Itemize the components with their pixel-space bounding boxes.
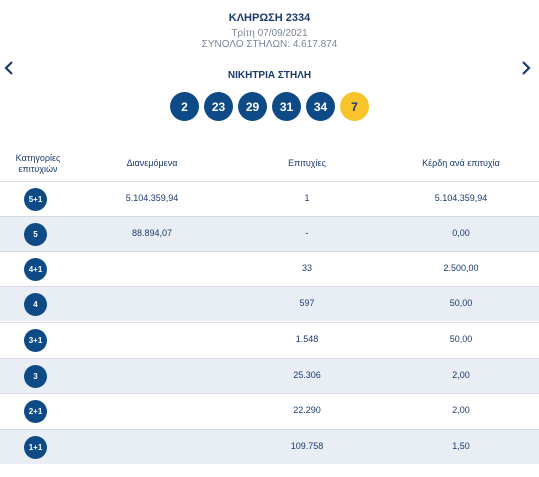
draw-title: ΚΛΗΡΩΣΗ 2334: [228, 12, 311, 24]
header-category: Κατηγορίες επιτυχιών: [15, 153, 61, 174]
prize-cell: 50,00: [449, 334, 473, 344]
chevron-left-icon: [4, 61, 13, 75]
table-row: 5+1 5.104.359,94 1 5.104.359,94: [0, 181, 539, 216]
header-winners: Επιτυχίες: [288, 158, 326, 168]
previous-draw-button[interactable]: [2, 58, 18, 78]
category-badge: 3+1: [24, 329, 47, 352]
ball-4: 31: [272, 92, 301, 121]
prize-cell: 1,50: [452, 441, 470, 451]
ball-3: 29: [238, 92, 267, 121]
table-row: 1+1 109.758 1,50: [0, 429, 539, 464]
chevron-right-icon: [522, 61, 531, 75]
winners-cell: 22.290: [293, 405, 321, 415]
ball-2: 23: [204, 92, 233, 121]
ball-1: 2: [170, 92, 199, 121]
winning-numbers: 2 23 29 31 34 7: [170, 92, 369, 124]
prize-cell: 5.104.359,94: [434, 193, 488, 203]
winning-column-title: ΝΙΚΗΤΡΙΑ ΣΤΗΛΗ: [227, 70, 312, 81]
category-badge: 4: [24, 293, 47, 316]
table-row: 4 597 50,00: [0, 286, 539, 321]
table-header: Κατηγορίες επιτυχιών Διανεμόμενα Επιτυχί…: [0, 151, 539, 181]
table-row: 4+1 33 2.500,00: [0, 251, 539, 286]
category-badge: 5+1: [24, 188, 47, 211]
header-distributed: Διανεμόμενα: [126, 158, 178, 168]
category-badge: 4+1: [24, 258, 47, 281]
next-draw-button[interactable]: [518, 58, 534, 78]
header-prize: Κέρδη ανά επιτυχία: [422, 158, 500, 168]
category-badge: 3: [24, 365, 47, 388]
winners-cell: 1.548: [295, 334, 319, 344]
prize-cell: 2.500,00: [443, 263, 479, 273]
prize-cell: 50,00: [449, 298, 473, 308]
prize-cell: 2,00: [452, 370, 470, 380]
category-badge: 2+1: [24, 400, 47, 423]
prize-cell: 0,00: [452, 228, 470, 238]
table-row: 2+1 22.290 2,00: [0, 393, 539, 428]
category-badge: 5: [24, 223, 47, 246]
draw-date: Τρίτη 07/09/2021: [231, 28, 308, 39]
winners-cell: 1: [304, 193, 310, 203]
table-row: 3+1 1.548 50,00: [0, 322, 539, 357]
total-columns: ΣΥΝΟΛΟ ΣΤΗΛΩΝ: 4.617.874: [201, 39, 338, 50]
table-row: 3 25.306 2,00: [0, 358, 539, 393]
distributed-cell: 5.104.359,94: [125, 193, 179, 203]
table-row: 5 88.894,07 - 0,00: [0, 216, 539, 251]
winners-cell: 33: [301, 263, 312, 273]
prize-cell: 2,00: [452, 405, 470, 415]
distributed-cell: 88.894,07: [131, 228, 173, 238]
winners-cell: 597: [299, 298, 315, 308]
winners-cell: 109.758: [290, 441, 324, 451]
category-badge: 1+1: [24, 436, 47, 459]
joker-ball: 7: [340, 92, 369, 121]
winners-cell: -: [305, 228, 309, 238]
winners-cell: 25.306: [293, 370, 321, 380]
ball-5: 34: [306, 92, 335, 121]
